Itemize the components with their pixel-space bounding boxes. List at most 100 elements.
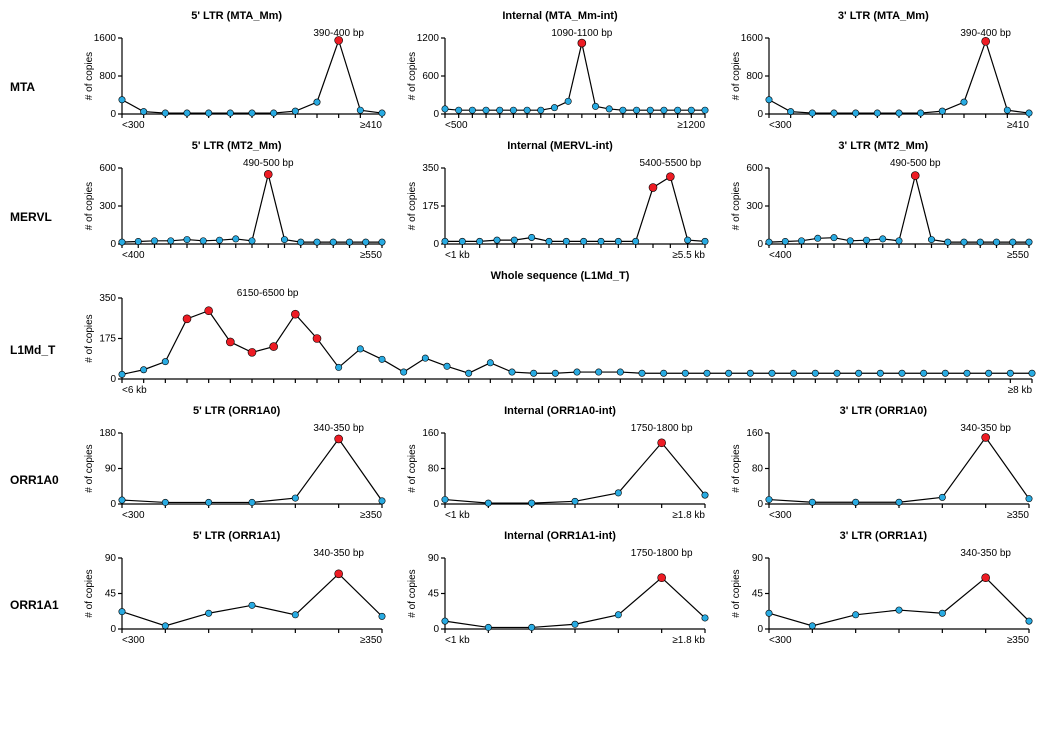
svg-text:≥1.8 kb: ≥1.8 kb xyxy=(673,635,706,646)
svg-text:<300: <300 xyxy=(122,635,145,646)
svg-text:# of copies: # of copies xyxy=(84,314,95,362)
chart-panel: 5' LTR (ORR1A0)090180# of copies<300≥350… xyxy=(80,405,393,524)
peak-label: 1750-1800 bp xyxy=(631,548,693,559)
svg-text:0: 0 xyxy=(434,624,440,635)
chart-panel: 5' LTR (MTA_Mm)08001600# of copies<300≥4… xyxy=(80,10,393,134)
panel-title: 3' LTR (ORR1A0) xyxy=(727,405,1040,417)
chart-panel: Internal (MERVL-int)0175350# of copies<1… xyxy=(403,140,716,264)
peak-label: 1750-1800 bp xyxy=(631,423,693,434)
svg-text:<1 kb: <1 kb xyxy=(445,510,470,521)
svg-text:80: 80 xyxy=(428,464,440,475)
svg-text:# of copies: # of copies xyxy=(84,52,95,100)
chart-svg: 06001200# of copies<500≥12001090-1100 bp xyxy=(403,24,713,134)
row-label: MERVL xyxy=(10,140,70,264)
svg-text:160: 160 xyxy=(423,428,440,439)
svg-text:# of copies: # of copies xyxy=(731,569,742,617)
chart-panel: 3' LTR (MTA_Mm)08001600# of copies<300≥4… xyxy=(727,10,1040,134)
panel-title: Internal (ORR1A1-int) xyxy=(403,530,716,542)
chart-svg: 04590# of copies<1 kb≥1.8 kb1750-1800 bp xyxy=(403,544,713,649)
svg-text:45: 45 xyxy=(105,589,117,600)
svg-text:# of copies: # of copies xyxy=(731,52,742,100)
svg-text:180: 180 xyxy=(99,428,116,439)
svg-text:# of copies: # of copies xyxy=(84,182,95,230)
svg-text:0: 0 xyxy=(110,499,116,510)
svg-text:800: 800 xyxy=(746,71,763,82)
svg-text:# of copies: # of copies xyxy=(731,444,742,492)
svg-text:<500: <500 xyxy=(445,120,468,131)
svg-text:≥410: ≥410 xyxy=(360,120,383,131)
svg-text:<6 kb: <6 kb xyxy=(122,385,147,396)
svg-text:600: 600 xyxy=(746,163,763,174)
svg-text:300: 300 xyxy=(99,201,116,212)
svg-text:1200: 1200 xyxy=(417,33,440,44)
svg-text:<300: <300 xyxy=(122,120,145,131)
panel-title: 3' LTR (MT2_Mm) xyxy=(727,140,1040,152)
svg-text:≥8 kb: ≥8 kb xyxy=(1008,385,1033,396)
svg-text:0: 0 xyxy=(757,239,763,250)
svg-text:# of copies: # of copies xyxy=(407,182,418,230)
panel-title: 3' LTR (ORR1A1) xyxy=(727,530,1040,542)
svg-text:90: 90 xyxy=(105,464,117,475)
svg-text:600: 600 xyxy=(423,71,440,82)
chart-panel: Whole sequence (L1Md_T)0175350# of copie… xyxy=(80,270,1040,399)
chart-svg: 080160# of copies<1 kb≥1.8 kb1750-1800 b… xyxy=(403,419,713,524)
chart-svg: 0300600# of copies<400≥550490-500 bp xyxy=(727,154,1037,264)
panel-title: Internal (MTA_Mm-int) xyxy=(403,10,716,22)
panel-title: 5' LTR (MTA_Mm) xyxy=(80,10,393,22)
svg-text:<400: <400 xyxy=(122,250,145,261)
svg-text:0: 0 xyxy=(110,624,116,635)
chart-svg: 0175350# of copies<6 kb≥8 kb6150-6500 bp xyxy=(80,284,1040,399)
peak-label: 390-400 bp xyxy=(313,28,364,39)
svg-text:≥1200: ≥1200 xyxy=(678,120,706,131)
chart-panel: Internal (ORR1A1-int)04590# of copies<1 … xyxy=(403,530,716,649)
svg-text:≥350: ≥350 xyxy=(1006,635,1029,646)
row-label: MTA xyxy=(10,10,70,134)
peak-label: 5400-5500 bp xyxy=(640,158,702,169)
panel-title: 5' LTR (ORR1A1) xyxy=(80,530,393,542)
chart-panel: 3' LTR (ORR1A0)080160# of copies<300≥350… xyxy=(727,405,1040,524)
chart-panel: 3' LTR (MT2_Mm)0300600# of copies<400≥55… xyxy=(727,140,1040,264)
row-label: ORR1A1 xyxy=(10,530,70,649)
svg-text:1600: 1600 xyxy=(94,33,117,44)
chart-svg: 04590# of copies<300≥350340-350 bp xyxy=(80,544,390,649)
chart-svg: 080160# of copies<300≥350340-350 bp xyxy=(727,419,1037,524)
peak-label: 490-500 bp xyxy=(890,158,941,169)
svg-text:0: 0 xyxy=(757,499,763,510)
svg-text:<400: <400 xyxy=(769,250,792,261)
panel-title: Whole sequence (L1Md_T) xyxy=(80,270,1040,282)
peak-label: 490-500 bp xyxy=(243,158,294,169)
svg-text:600: 600 xyxy=(99,163,116,174)
svg-text:0: 0 xyxy=(434,499,440,510)
svg-text:<300: <300 xyxy=(769,120,792,131)
panel-title: Internal (MERVL-int) xyxy=(403,140,716,152)
peak-label: 340-350 bp xyxy=(960,423,1011,434)
svg-text:# of copies: # of copies xyxy=(84,444,95,492)
chart-panel: 5' LTR (MT2_Mm)0300600# of copies<400≥55… xyxy=(80,140,393,264)
svg-text:≥350: ≥350 xyxy=(360,510,383,521)
chart-panel: 5' LTR (ORR1A1)04590# of copies<300≥3503… xyxy=(80,530,393,649)
svg-text:0: 0 xyxy=(110,239,116,250)
svg-text:350: 350 xyxy=(423,163,440,174)
svg-text:≥410: ≥410 xyxy=(1006,120,1029,131)
chart-panel: Internal (MTA_Mm-int)06001200# of copies… xyxy=(403,10,716,134)
svg-text:<1 kb: <1 kb xyxy=(445,635,470,646)
svg-text:≥550: ≥550 xyxy=(1006,250,1029,261)
svg-text:90: 90 xyxy=(428,553,440,564)
svg-text:0: 0 xyxy=(110,109,116,120)
row-label: ORR1A0 xyxy=(10,405,70,524)
chart-panel: Internal (ORR1A0-int) 0 80 160 # of copies <1… xyxy=(403,405,716,524)
svg-text:# of copies: # of copies xyxy=(407,444,418,492)
chart-svg: 0175350# of copies<1 kb≥5.5 kb5400-5500 … xyxy=(403,154,713,264)
panel-title: Internal (ORR1A0-int) xyxy=(403,405,716,417)
svg-text:1600: 1600 xyxy=(740,33,763,44)
chart-grid: MTA5' LTR (MTA_Mm)08001600# of copies<30… xyxy=(10,10,1040,649)
chart-panel: 3' LTR (ORR1A1)04590# of copies<300≥3503… xyxy=(727,530,1040,649)
chart-svg: 08001600# of copies<300≥410390-400 bp xyxy=(80,24,390,134)
svg-text:<300: <300 xyxy=(769,510,792,521)
svg-text:<300: <300 xyxy=(769,635,792,646)
peak-label: 340-350 bp xyxy=(960,548,1011,559)
peak-label: 390-400 bp xyxy=(960,28,1011,39)
chart-svg: 090180# of copies<300≥350340-350 bp xyxy=(80,419,390,524)
peak-label: 340-350 bp xyxy=(313,423,364,434)
svg-text:0: 0 xyxy=(757,624,763,635)
